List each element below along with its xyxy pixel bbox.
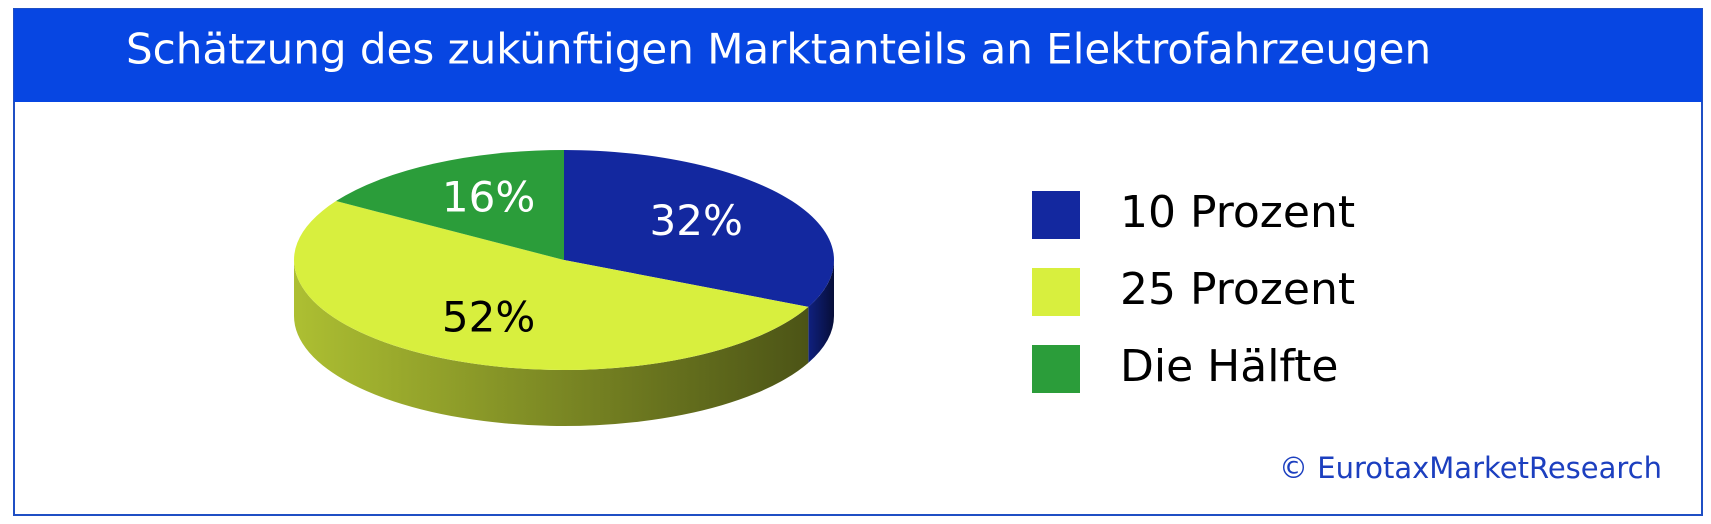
pie: 32% 52% 16%: [293, 150, 834, 426]
data-label: 16%: [442, 173, 535, 222]
legend-label: Die Hälfte: [1120, 341, 1338, 392]
legend-swatch: [1032, 191, 1080, 239]
data-label: 32%: [650, 196, 743, 245]
slice: [564, 150, 834, 307]
legend-swatch: [1032, 268, 1080, 316]
slice-side: [294, 260, 809, 426]
data-label: 52%: [442, 292, 535, 341]
legend: 10 Prozent 25 Prozent Die Hälfte: [1032, 187, 1355, 393]
chart-title: Schätzung des zukünftigen Marktanteils a…: [126, 25, 1431, 74]
header-bar: [14, 9, 1702, 102]
legend-label: 25 Prozent: [1120, 264, 1355, 315]
slice: [293, 201, 809, 371]
legend-label: 10 Prozent: [1120, 187, 1355, 238]
slice: [336, 150, 564, 260]
source: © EurotaxMarketResearch: [1279, 451, 1662, 485]
slice-side: [808, 260, 834, 363]
legend-swatch: [1032, 345, 1080, 393]
